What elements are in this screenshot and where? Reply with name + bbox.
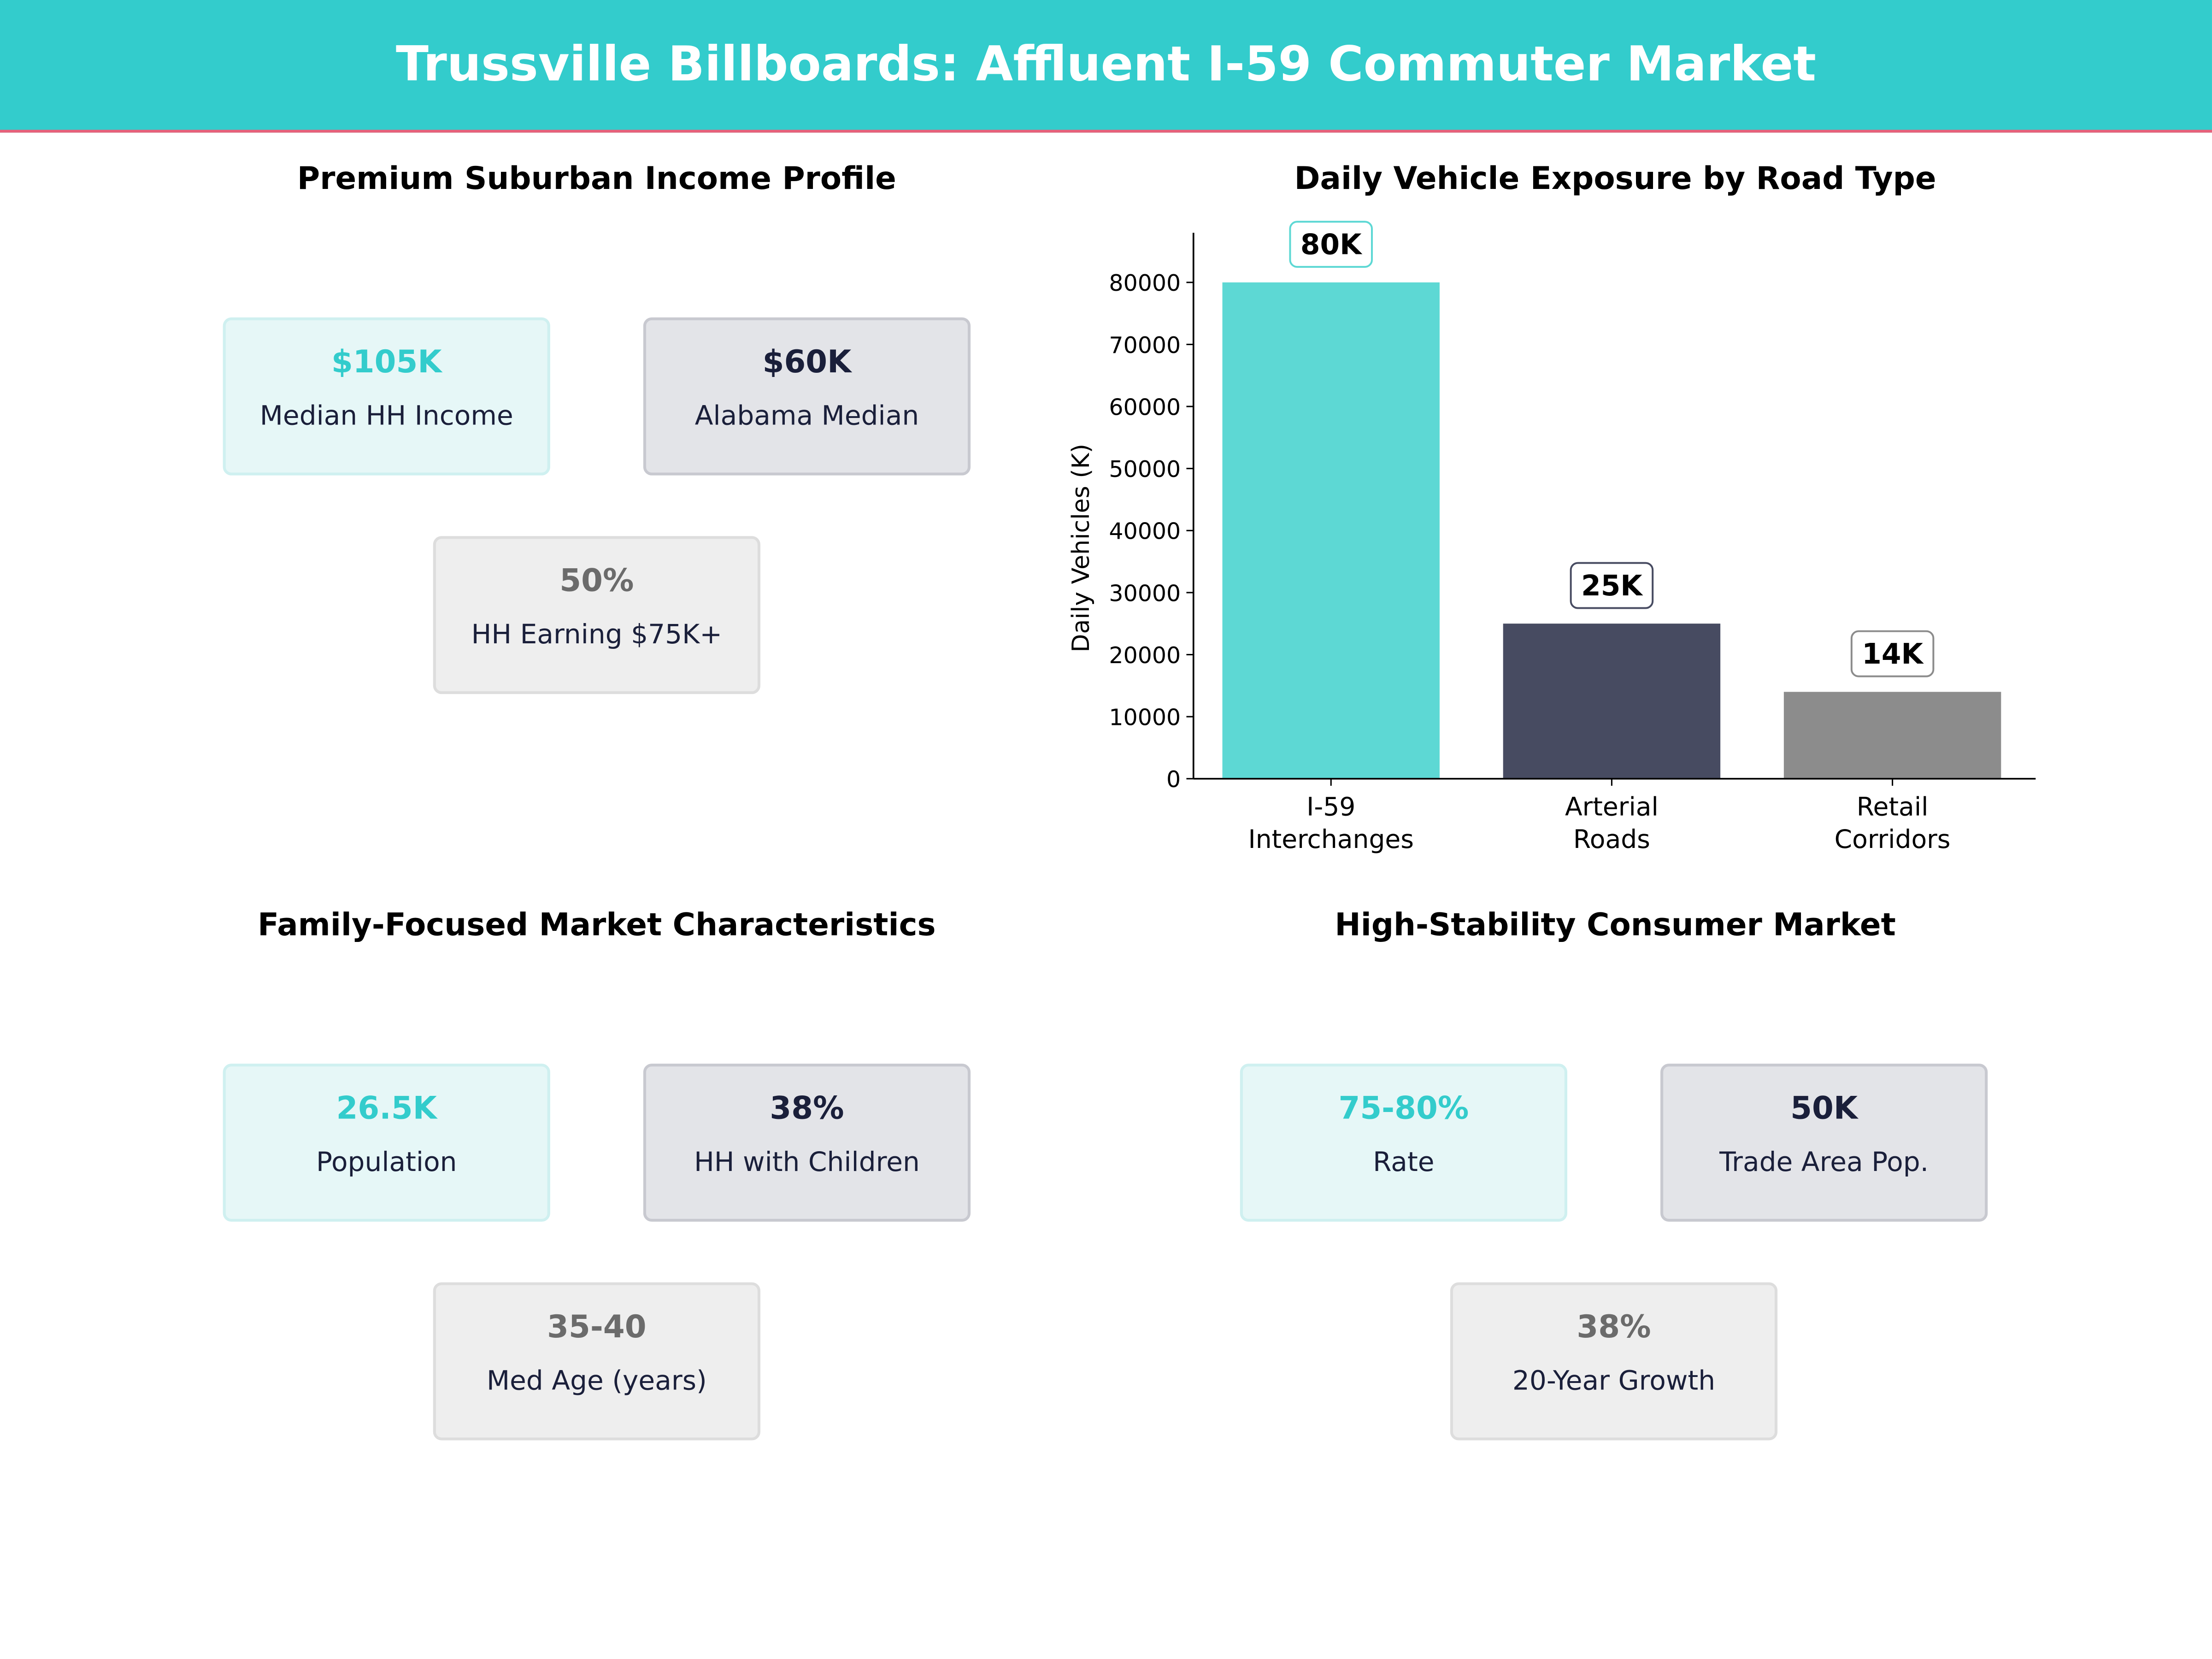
metric-card: $60K Alabama Median: [643, 317, 971, 476]
header-banner: Trussville Billboards: Affluent I-59 Com…: [0, 0, 2212, 133]
y-tick-label: 70000: [1109, 332, 1181, 359]
data-label: 25K: [1581, 570, 1643, 602]
x-tick-label: Corridors: [1835, 824, 1951, 854]
metric-value: $105K: [331, 345, 442, 381]
metric-label: Trade Area Pop.: [1719, 1147, 1929, 1178]
y-tick-label: 20000: [1109, 642, 1181, 669]
metric-label: Median HH Income: [259, 400, 513, 432]
metric-card: 38% 20-Year Growth: [1450, 1282, 1778, 1441]
data-label: 14K: [1862, 638, 1924, 671]
metric-value: 35-40: [547, 1310, 647, 1346]
x-tick-label: Retail: [1857, 792, 1929, 821]
metric-value: 38%: [1577, 1310, 1651, 1346]
metric-value: 50K: [1790, 1092, 1858, 1127]
metric-label: HH Earning $75K+: [471, 619, 723, 651]
bar: [1783, 692, 2001, 779]
metric-card: 38% HH with Children: [643, 1064, 971, 1222]
metric-value: $60K: [762, 345, 852, 381]
chart-title: Daily Vehicle Exposure by Road Type: [1294, 162, 1936, 198]
data-label-box: [1570, 562, 1654, 609]
y-tick-label: 40000: [1109, 518, 1181, 545]
metric-label: Rate: [1373, 1147, 1435, 1178]
data-label-box: [1850, 630, 1935, 677]
data-label-box: [1289, 221, 1373, 268]
y-tick-label: 60000: [1109, 394, 1181, 420]
metric-value: 26.5K: [336, 1092, 437, 1127]
bar: [1222, 282, 1440, 779]
x-tick-label: I-59: [1306, 792, 1355, 821]
y-tick-label: 10000: [1109, 705, 1181, 731]
panel-title-stability: High-Stability Consumer Market: [1335, 908, 1896, 944]
panel-title-income: Premium Suburban Income Profile: [297, 162, 896, 198]
data-label: 80K: [1300, 229, 1363, 261]
x-tick-label: Roads: [1573, 824, 1650, 854]
y-axis-label: Daily Vehicles (K): [1067, 444, 1095, 653]
y-tick-label: 50000: [1109, 456, 1181, 482]
metric-card: 26.5K Population: [223, 1064, 550, 1222]
metric-card: 50% HH Earning $75K+: [433, 536, 760, 694]
metric-value: 75-80%: [1338, 1092, 1469, 1127]
metric-value: 38%: [770, 1092, 844, 1127]
metric-label: 20-Year Growth: [1512, 1365, 1716, 1397]
metric-card: 75-80% Rate: [1240, 1064, 1567, 1222]
metric-label: Population: [316, 1147, 457, 1178]
y-tick-label: 30000: [1109, 580, 1181, 606]
x-tick-label: Interchanges: [1248, 824, 1414, 854]
metric-card: $105K Median HH Income: [223, 317, 550, 476]
page-title: Trussville Billboards: Affluent I-59 Com…: [395, 36, 1817, 94]
metric-card: 35-40 Med Age (years): [433, 1282, 760, 1441]
metric-label: HH with Children: [694, 1147, 920, 1178]
y-tick-label: 80000: [1109, 270, 1181, 296]
metric-card: 50K Trade Area Pop.: [1660, 1064, 1988, 1222]
metric-value: 50%: [559, 564, 634, 600]
x-tick-label: Arterial: [1565, 792, 1659, 821]
panel-title-family: Family-Focused Market Characteristics: [258, 908, 936, 944]
metric-label: Med Age (years): [486, 1365, 707, 1397]
metric-label: Alabama Median: [694, 400, 919, 432]
y-tick-label: 0: [1166, 766, 1181, 793]
bar: [1503, 624, 1721, 779]
